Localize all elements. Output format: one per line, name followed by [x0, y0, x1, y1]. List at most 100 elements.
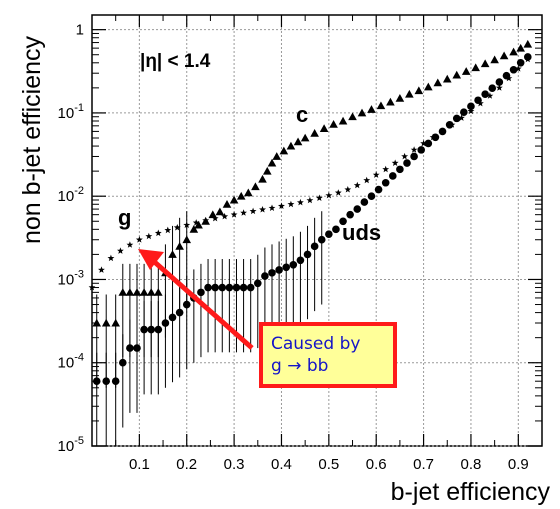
- g-series-label: g: [118, 205, 131, 230]
- uds-jet-point: [332, 225, 340, 234]
- g-jet-point: [486, 92, 494, 99]
- uds-jet-point: [417, 146, 426, 154]
- uds-jet-point: [154, 325, 163, 334]
- x-tick-label: 0.4: [271, 456, 292, 473]
- c-jet-point: [194, 220, 203, 229]
- c-jet-point: [244, 188, 253, 197]
- uds-jet-point: [481, 90, 489, 98]
- g-jet-point: [202, 216, 210, 224]
- uds-jet-point: [374, 185, 383, 194]
- uds-jet-point: [509, 65, 518, 74]
- c-jet-point: [229, 195, 239, 204]
- g-jet-point: [126, 241, 134, 248]
- x-tick-label: 0.9: [508, 456, 529, 473]
- c-jet-point: [319, 124, 329, 132]
- uds-jet-point: [133, 344, 141, 352]
- c-jet-point: [300, 133, 310, 142]
- uds-jet-point: [282, 263, 291, 272]
- eta-cut-label: |η| < 1.4: [140, 51, 211, 72]
- uds-jet-point: [516, 58, 525, 67]
- uds-jet-point: [218, 283, 227, 292]
- x-tick-label: 0.5: [318, 456, 339, 473]
- x-tick-label: 0.6: [366, 456, 387, 473]
- g-jet-point: [467, 107, 475, 115]
- x-tick-label: 0.8: [461, 456, 482, 473]
- uds-jet-point: [111, 377, 120, 386]
- g-jet-point: [363, 176, 371, 184]
- c-jet-point: [329, 120, 338, 128]
- uds-jet-point: [182, 300, 191, 309]
- g-jet-point: [192, 219, 200, 226]
- g-jet-point: [495, 84, 503, 91]
- c-jet-point: [154, 288, 163, 296]
- uds-jet-point: [126, 344, 134, 352]
- c-jet-point: [272, 152, 282, 160]
- c-jet-point: [480, 59, 490, 68]
- g-jet-point: [98, 266, 105, 273]
- uds-jet-point: [346, 210, 354, 219]
- c-jet-point: [433, 78, 443, 87]
- g-jet-point: [278, 202, 285, 209]
- c-jet-point: [338, 116, 348, 125]
- uds-jet-point: [175, 308, 184, 317]
- g-jet-point: [154, 229, 162, 237]
- g-jet-point: [211, 214, 219, 222]
- g-jet-point: [391, 159, 399, 166]
- g-jet-point: [401, 152, 409, 160]
- c-jet-point: [175, 242, 184, 250]
- uds-jet-point: [424, 139, 433, 148]
- uds-jet-point: [310, 242, 319, 251]
- g-jet-point: [249, 207, 257, 215]
- c-jet-point: [101, 318, 111, 327]
- g-jet-point: [183, 221, 191, 228]
- c-jet-point: [386, 97, 395, 106]
- c-jet-point: [182, 235, 192, 244]
- y-axis-label: non b-jet efficiency: [18, 36, 46, 244]
- uds-jet-point: [268, 269, 276, 277]
- g-jet-point: [325, 191, 333, 199]
- uds-jet-point: [410, 152, 418, 161]
- g-jet-point: [135, 236, 143, 243]
- g-jet-point: [287, 200, 295, 208]
- x-axis-label: b-jet efficiency: [391, 478, 551, 506]
- g-jet-point: [306, 196, 314, 204]
- c-jet-point: [348, 112, 357, 121]
- c-jet-point: [516, 43, 525, 52]
- c-jet-point: [146, 288, 156, 296]
- c-jet-point: [111, 318, 120, 327]
- c-jet-point: [258, 174, 267, 183]
- c-jet-point: [471, 63, 480, 72]
- uds-jet-point: [275, 266, 283, 274]
- uds-jet-point: [296, 256, 305, 265]
- uds-jet-point: [396, 165, 404, 174]
- g-jet-point: [297, 198, 304, 206]
- g-jet-point: [107, 254, 115, 262]
- c-jet-point: [293, 137, 303, 146]
- uds-jet-point: [168, 313, 177, 322]
- g-jet-point: [420, 139, 427, 147]
- c-jet-point: [279, 146, 289, 155]
- uds-jet-point: [161, 319, 170, 327]
- g-jet-point: [334, 189, 342, 196]
- x-tick-label: 0.2: [176, 456, 197, 473]
- uds-jet-point: [488, 84, 497, 93]
- g-jet-point: [344, 186, 352, 193]
- c-jet-point: [125, 288, 135, 296]
- uds-jet-point: [197, 288, 205, 297]
- uds-jet-point: [381, 178, 390, 187]
- c-jet-point: [509, 47, 518, 56]
- x-tick-label: 0.7: [413, 456, 434, 473]
- uds-jet-point: [495, 78, 504, 86]
- uds-jet-point: [438, 127, 447, 136]
- g-jet-point: [315, 194, 323, 201]
- y-tick-label: 10-5: [58, 435, 84, 455]
- uds-jet-point: [502, 71, 511, 80]
- uds-jet-point: [253, 279, 262, 288]
- uds-jet-point: [211, 283, 219, 292]
- c-jet-point: [168, 250, 177, 258]
- uds-jet-point: [225, 283, 234, 292]
- c-jet-point: [395, 93, 405, 102]
- uds-jet-point: [102, 377, 111, 386]
- g-jet-point: [410, 146, 418, 153]
